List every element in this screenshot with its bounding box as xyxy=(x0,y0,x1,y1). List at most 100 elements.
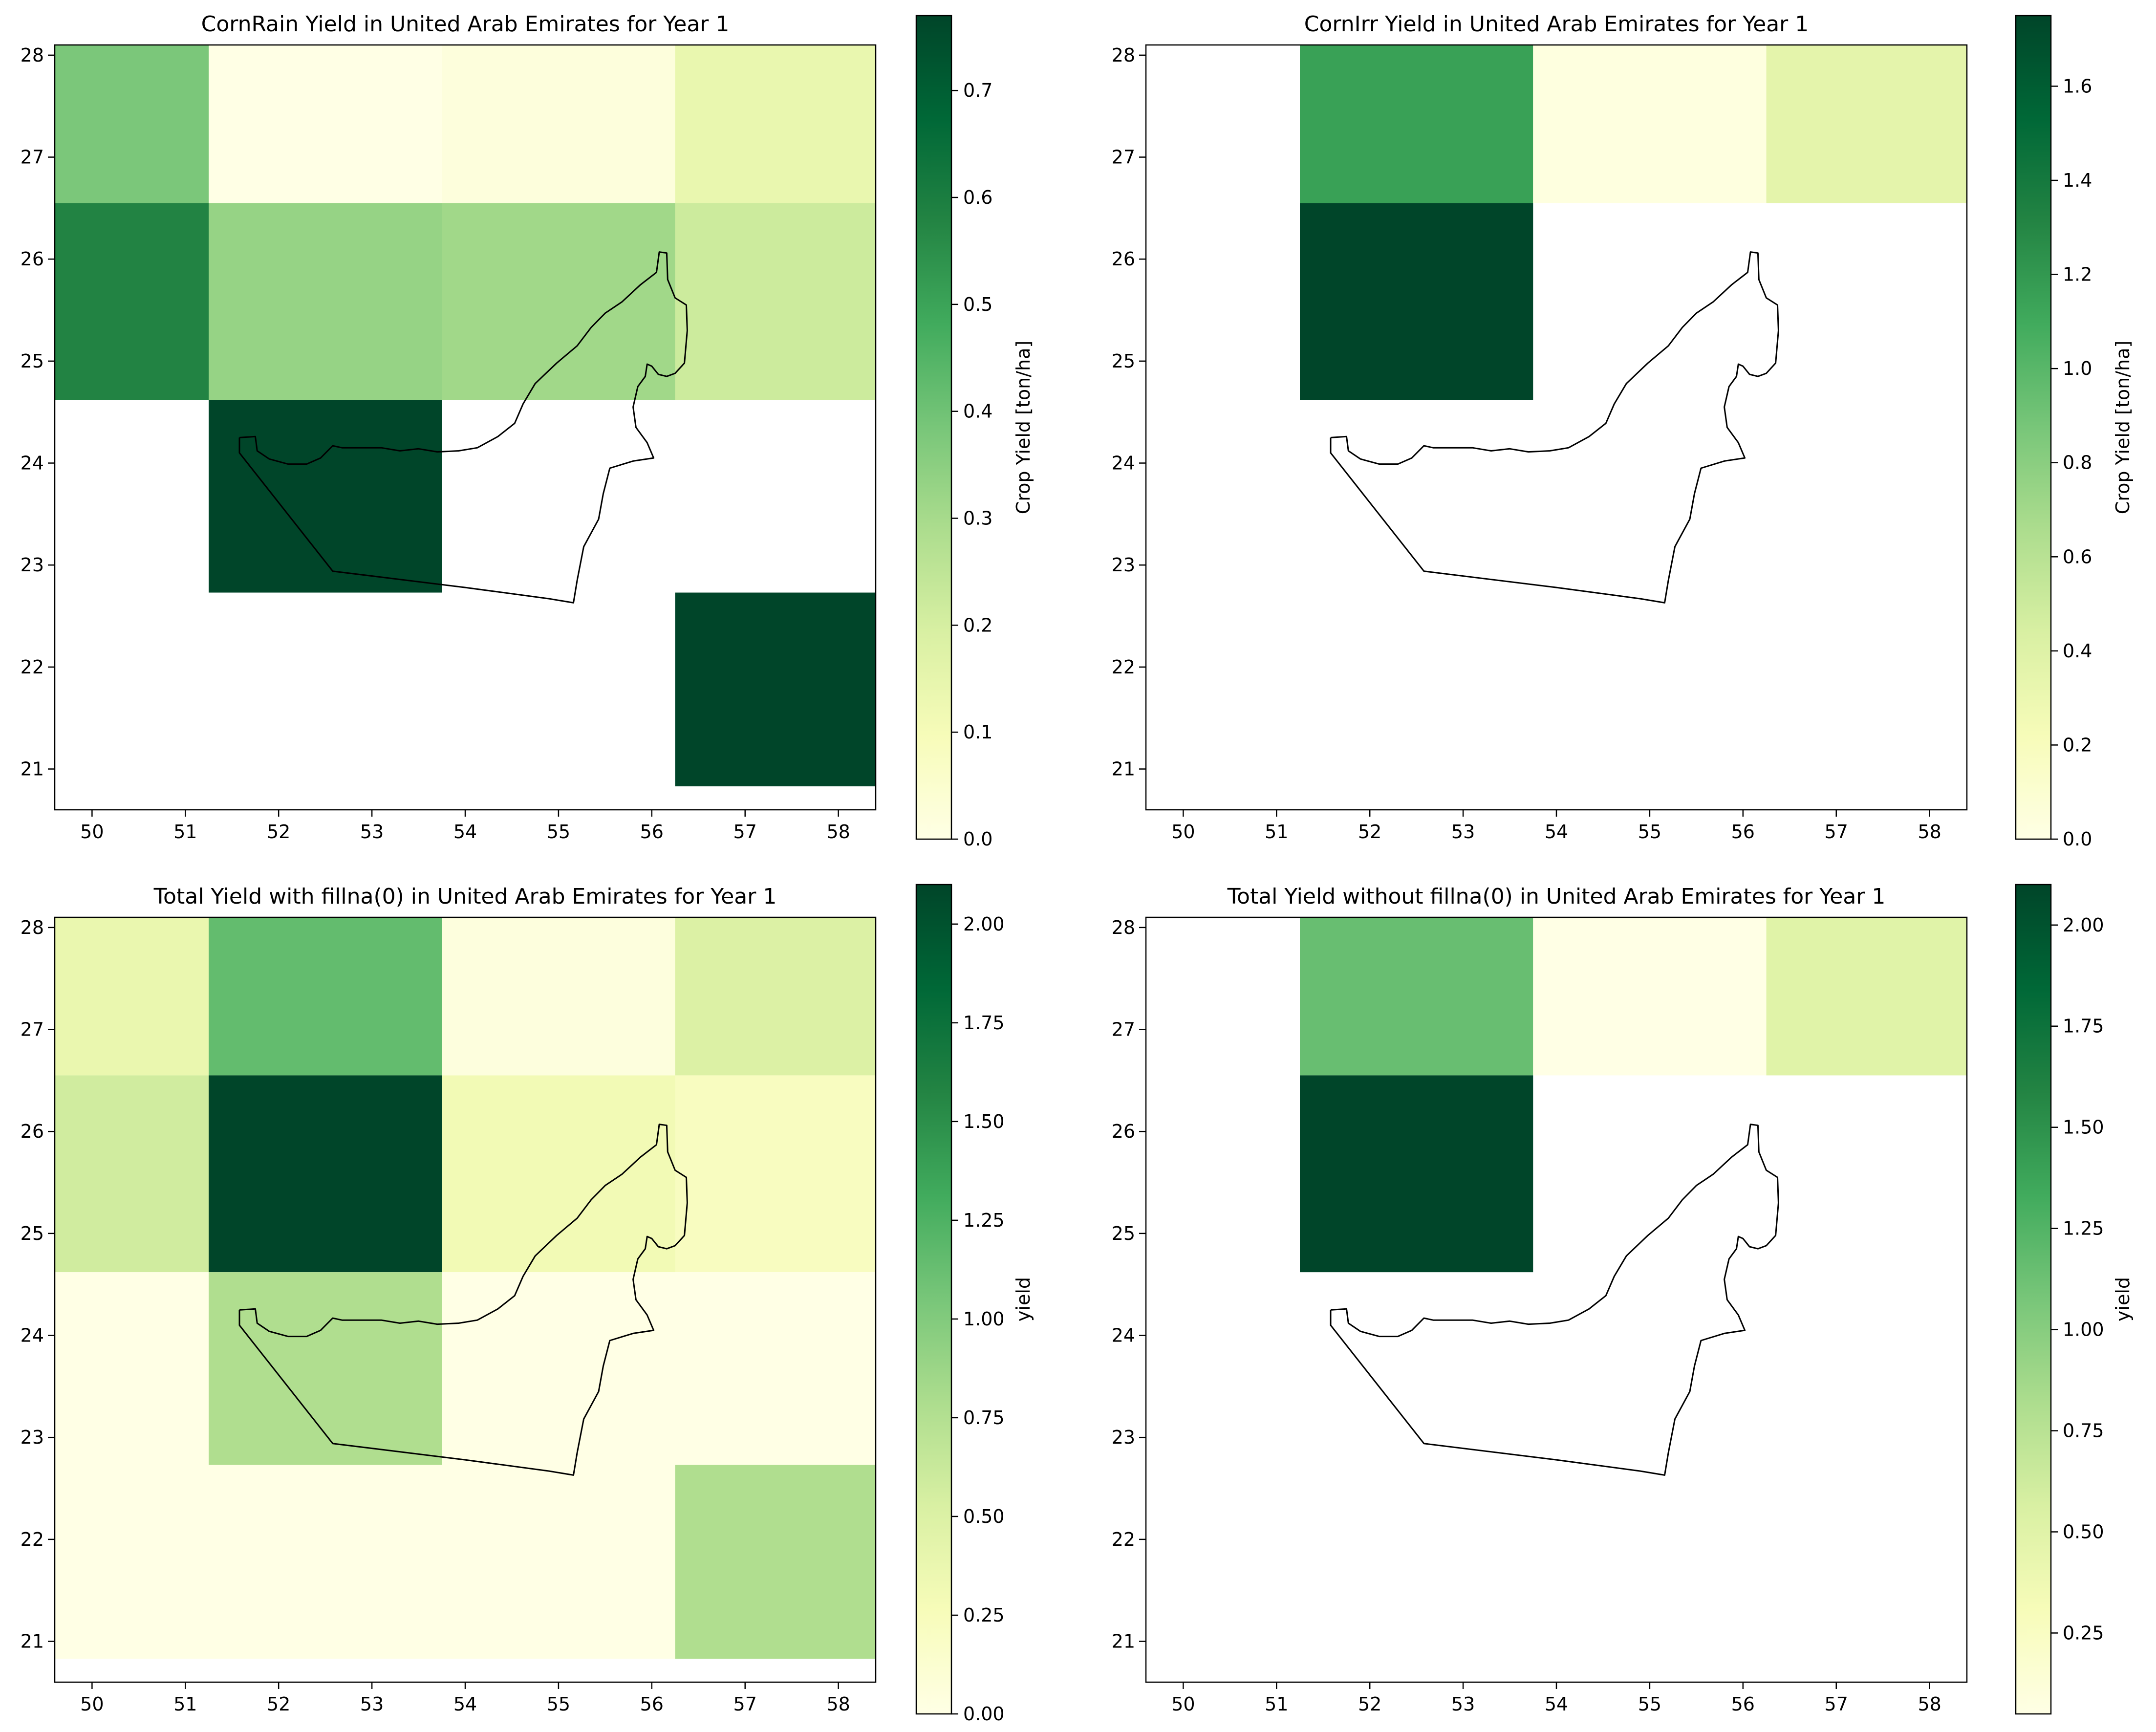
panel-title: Total Yield with fillna(0) in United Ara… xyxy=(153,884,777,909)
y-tick-label: 27 xyxy=(1112,147,1135,168)
y-tick-label: 26 xyxy=(21,1121,44,1142)
colorbar-tick-label: 0.1 xyxy=(963,721,992,743)
x-tick-label: 56 xyxy=(1731,1693,1755,1715)
heatmap-cell-4 xyxy=(675,45,876,203)
heatmap-cell-6 xyxy=(209,203,442,400)
panel-1: CornRain Yield in United Arab Emirates f… xyxy=(21,12,1034,850)
x-tick-label: 58 xyxy=(1918,821,1941,843)
colorbar-frame xyxy=(915,15,952,840)
colorbar-tick-label: 1.25 xyxy=(963,1210,1005,1231)
heatmap-cell-3 xyxy=(1766,45,1967,203)
x-tick-label: 54 xyxy=(453,821,477,843)
y-tick-label: 21 xyxy=(21,758,44,780)
panel-2: CornIrr Yield in United Arab Emirates fo… xyxy=(1112,12,2134,850)
colorbar-frame xyxy=(2015,884,2052,1715)
colorbar-tick-label: 1.50 xyxy=(963,1111,1005,1132)
colorbar-tick-label: 0.4 xyxy=(2063,640,2092,662)
x-tick-label: 57 xyxy=(733,1693,757,1715)
y-tick-label: 24 xyxy=(21,1325,44,1346)
heatmap-cell-15 xyxy=(442,1465,675,1659)
colorbar-tick-label: 0.50 xyxy=(2063,1521,2104,1542)
colorbar-fill xyxy=(916,885,951,1714)
x-tick-label: 55 xyxy=(547,1693,570,1715)
x-tick-label: 55 xyxy=(547,821,570,843)
y-tick-label: 26 xyxy=(1112,1121,1135,1142)
x-tick-label: 53 xyxy=(1451,821,1475,843)
y-tick-label: 21 xyxy=(1112,1631,1135,1652)
colorbar-frame xyxy=(2015,15,2052,840)
heatmap-cell-5 xyxy=(55,203,209,400)
heatmap-cell-8 xyxy=(675,203,876,400)
y-tick-label: 24 xyxy=(21,453,44,474)
colorbar-tick-label: 1.50 xyxy=(2063,1117,2104,1138)
colorbar-tick-label: 2.00 xyxy=(963,913,1005,935)
heatmap-cell-10 xyxy=(209,1272,442,1465)
x-tick-label: 56 xyxy=(1731,821,1755,843)
heatmap-cell-3 xyxy=(442,45,675,203)
x-tick-label: 50 xyxy=(1171,1693,1195,1715)
colorbar-tick-label: 0.75 xyxy=(963,1407,1005,1429)
colorbar-label: yield xyxy=(2112,1277,2134,1321)
colorbar-tick-label: 0.3 xyxy=(963,508,992,529)
heatmap-cell-1 xyxy=(1300,45,1533,203)
colorbar-tick-label: 2.00 xyxy=(2063,914,2104,936)
x-tick-label: 50 xyxy=(80,821,104,843)
colorbar-fill xyxy=(2016,885,2051,1714)
x-tick-label: 55 xyxy=(1638,1693,1661,1715)
heatmap-cell-9 xyxy=(209,400,442,593)
x-tick-label: 57 xyxy=(1825,1693,1848,1715)
colorbar-tick-label: 1.25 xyxy=(2063,1218,2104,1239)
x-tick-label: 51 xyxy=(173,821,197,843)
colorbar-label: yield xyxy=(1013,1277,1034,1321)
colorbar-tick-label: 0.75 xyxy=(2063,1420,2104,1442)
heatmap-cell-2 xyxy=(209,45,442,203)
colorbar-tick-label: 0.5 xyxy=(963,294,992,315)
x-tick-label: 56 xyxy=(640,821,664,843)
uae-border-outline xyxy=(1330,1124,1779,1476)
x-tick-label: 58 xyxy=(826,1693,850,1715)
colorbar-label: Crop Yield [ton/ha] xyxy=(2112,341,2134,514)
colorbar-tick-label: 0.0 xyxy=(963,828,992,850)
panel-3: Total Yield with fillna(0) in United Ara… xyxy=(21,884,1034,1725)
colorbar-tick-label: 0.6 xyxy=(2063,546,2092,567)
colorbar-tick-label: 0.4 xyxy=(963,401,992,422)
colorbar-tick-label: 0.6 xyxy=(963,187,992,208)
y-tick-label: 27 xyxy=(1112,1019,1135,1040)
y-tick-label: 25 xyxy=(21,350,44,372)
y-tick-label: 23 xyxy=(21,554,44,576)
heatmap-cell-8 xyxy=(675,1075,876,1273)
panel-title: Total Yield without fillna(0) in United … xyxy=(1227,884,1886,909)
y-tick-label: 21 xyxy=(1112,758,1135,780)
y-tick-label: 26 xyxy=(21,248,44,270)
x-tick-label: 58 xyxy=(826,821,850,843)
y-tick-label: 26 xyxy=(1112,248,1135,270)
heatmap-cell-4 xyxy=(1300,203,1533,400)
uae-border-outline xyxy=(1330,251,1779,604)
y-tick-label: 27 xyxy=(21,147,44,168)
heatmap-cell-1 xyxy=(55,45,209,203)
heatmap-cell-11 xyxy=(442,1272,675,1465)
heatmap-cell-7 xyxy=(442,1075,675,1273)
heatmap-cell-1 xyxy=(55,917,209,1076)
x-tick-label: 51 xyxy=(173,1693,197,1715)
heatmap-cell-1 xyxy=(1300,917,1533,1076)
heatmap-cell-3 xyxy=(1766,917,1967,1076)
heatmap-cell-6 xyxy=(209,1075,442,1273)
colorbar-tick-label: 1.2 xyxy=(2063,264,2092,285)
colorbar-tick-label: 1.75 xyxy=(963,1012,1005,1034)
colorbar-tick-label: 0.2 xyxy=(963,614,992,636)
y-tick-label: 28 xyxy=(21,44,44,66)
colorbar-tick-label: 0.25 xyxy=(963,1604,1005,1626)
x-tick-label: 54 xyxy=(453,1693,477,1715)
heatmap-cell-14 xyxy=(209,1465,442,1659)
colorbar-tick-label: 0.50 xyxy=(963,1506,1005,1527)
x-tick-label: 51 xyxy=(1265,821,1288,843)
colorbar-frame xyxy=(915,884,952,1715)
x-tick-label: 52 xyxy=(1358,821,1381,843)
heatmap-cell-4 xyxy=(675,917,876,1076)
x-tick-label: 58 xyxy=(1918,1693,1941,1715)
x-tick-label: 54 xyxy=(1545,1693,1568,1715)
y-tick-label: 27 xyxy=(21,1019,44,1040)
colorbar-tick-label: 0.0 xyxy=(2063,828,2092,850)
